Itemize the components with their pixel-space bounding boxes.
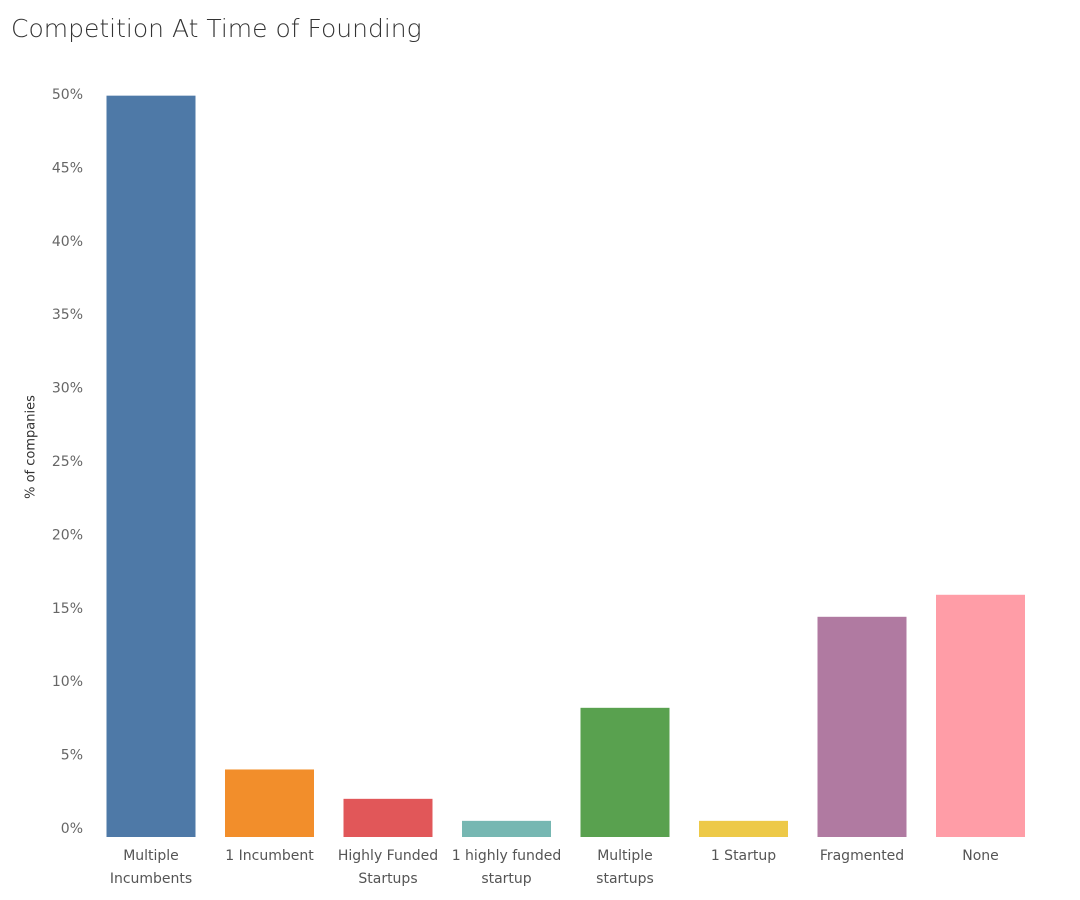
y-tick-label: 50% (52, 87, 83, 103)
x-tick-label: None (962, 848, 999, 864)
y-tick-label: 0% (61, 821, 83, 837)
x-tick-label: startup (481, 871, 531, 887)
bar (343, 798, 433, 837)
bar (462, 820, 551, 837)
bar (699, 820, 788, 837)
y-tick-label: 5% (61, 748, 83, 764)
x-tick-label: 1 Incumbent (225, 848, 314, 864)
y-tick-label: 40% (52, 234, 83, 250)
bar (936, 594, 1025, 837)
y-tick-label: 30% (52, 381, 83, 397)
x-tick-label: Multiple (123, 848, 179, 864)
x-tick-label: startups (596, 871, 654, 887)
x-tick-label: Startups (358, 871, 417, 887)
y-tick-label: 15% (52, 601, 83, 617)
y-tick-label: 35% (52, 307, 83, 323)
bar (817, 616, 907, 837)
chart-title: Competition At Time of Founding (11, 14, 422, 43)
y-tick-label: 20% (52, 527, 83, 543)
y-tick-label: 25% (52, 454, 83, 470)
x-tick-label: Fragmented (820, 848, 904, 864)
x-tick-label: 1 Startup (711, 848, 776, 864)
x-tick-label: 1 highly funded (452, 848, 562, 864)
bar (580, 707, 670, 837)
bar (225, 769, 314, 837)
x-tick-label: Multiple (597, 848, 653, 864)
y-tick-label: 45% (52, 160, 83, 176)
x-tick-label: Incumbents (110, 871, 192, 887)
x-tick-label: Highly Funded (338, 848, 438, 864)
bar (106, 95, 196, 837)
y-tick-label: 10% (52, 674, 83, 690)
